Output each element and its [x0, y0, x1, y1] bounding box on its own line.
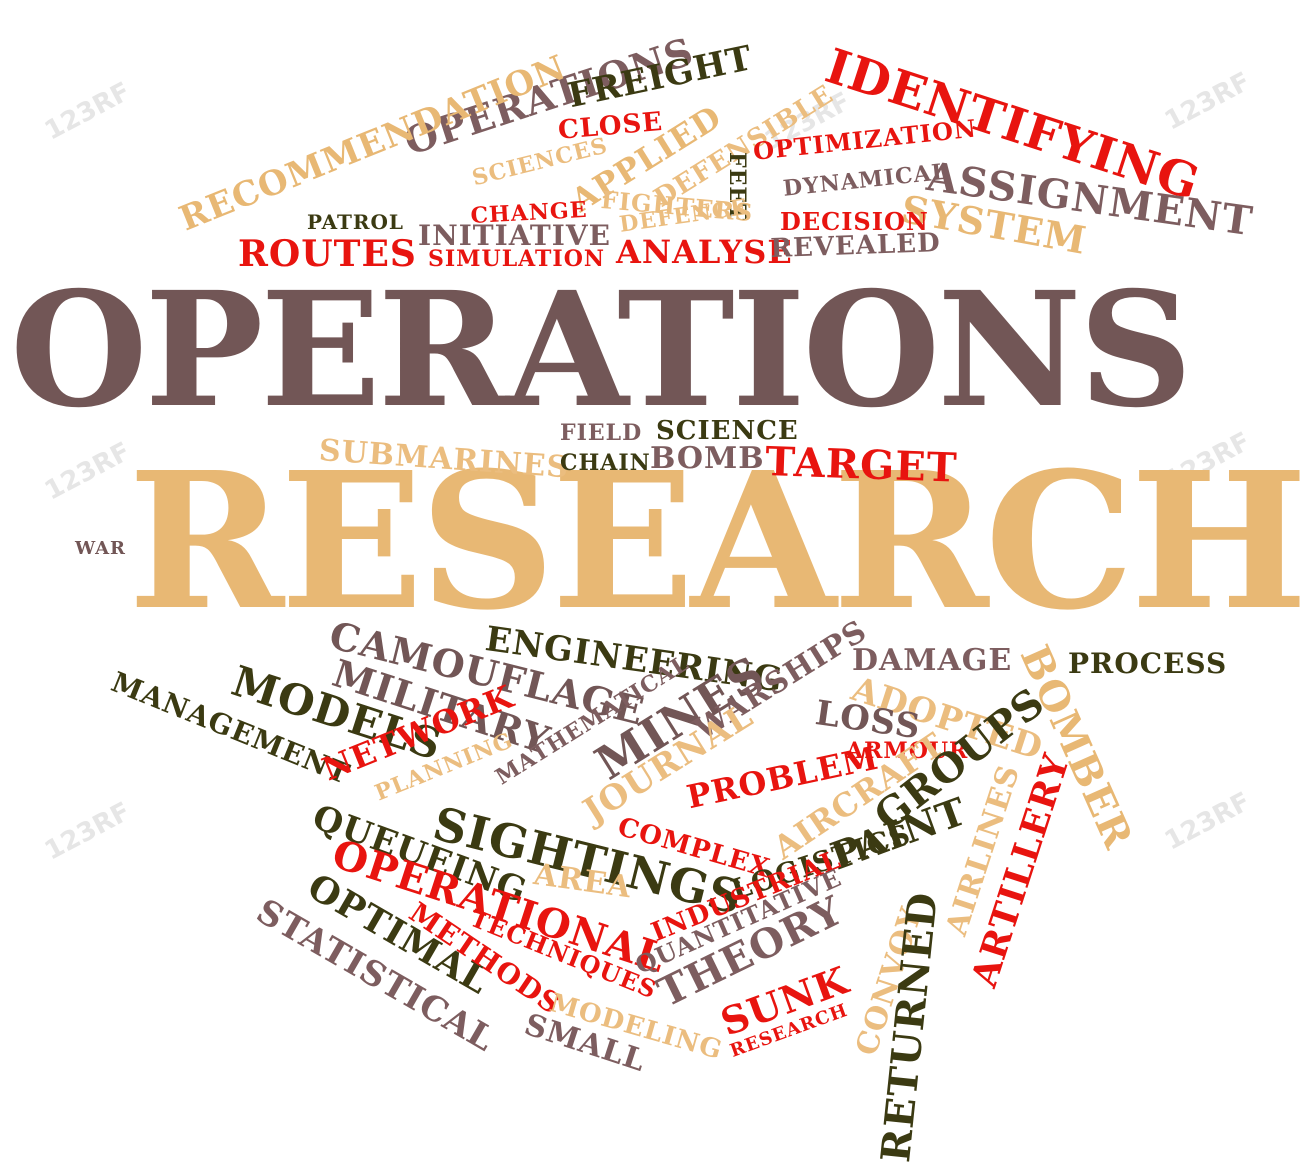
watermark: 123RF — [40, 76, 136, 147]
word-routes: ROUTES — [238, 233, 417, 275]
word-science: SCIENCE — [656, 416, 799, 446]
watermark: 123RF — [40, 436, 136, 507]
word-research-main: RESEARCH — [128, 431, 1300, 652]
word-process: PROCESS — [1068, 647, 1228, 680]
word-damage: DAMAGE — [852, 643, 1013, 678]
watermark: 123RF — [1160, 66, 1256, 137]
word-initiative: INITIATIVE — [418, 219, 611, 252]
word-analyse: ANALYSE — [616, 233, 793, 271]
word-war: WAR — [75, 538, 126, 559]
word-patrol: PATROL — [307, 210, 404, 234]
word-bomb: BOMB — [650, 441, 765, 476]
watermark: 123RF — [1160, 786, 1256, 857]
word-operations-main: OPERATIONS — [10, 258, 1193, 443]
word-field: FIELD — [560, 420, 643, 446]
watermark: 123RF — [40, 796, 136, 867]
word-revealed: REVEALED — [769, 228, 942, 264]
word-armour: ARMOUR — [846, 738, 969, 764]
word-simulation: SIMULATION — [428, 246, 605, 272]
word-target: TARGET — [764, 438, 959, 492]
word-chain: CHAIN — [560, 450, 651, 476]
word-decision: DECISION — [780, 207, 929, 236]
